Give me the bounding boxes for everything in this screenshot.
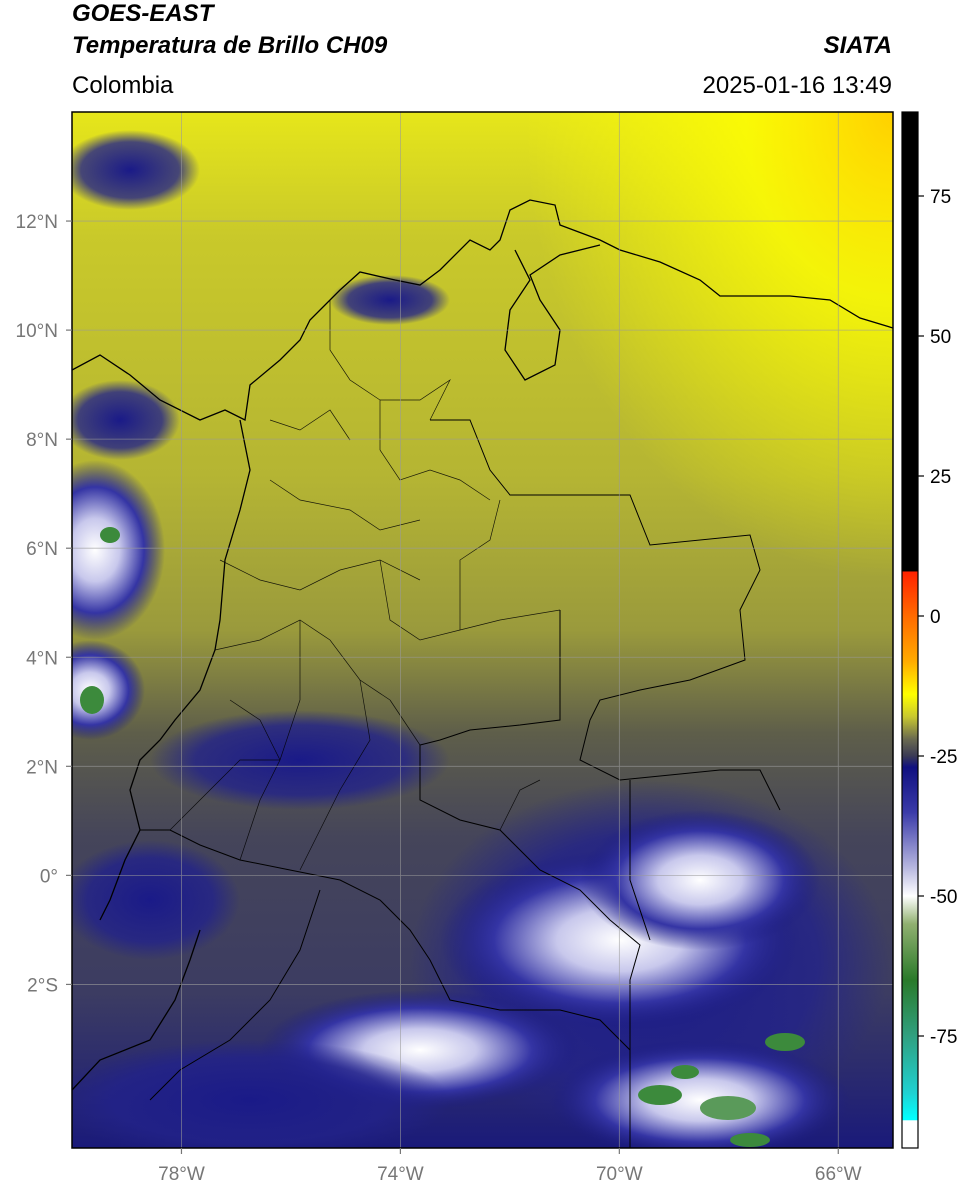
colorbar-tick-label: 75 xyxy=(930,187,951,208)
datetime-label: 2025-01-16 13:49 xyxy=(702,72,893,99)
lat-tick-label: 2°S xyxy=(27,975,58,996)
lat-tick-label: 8°N xyxy=(26,430,58,451)
region-label: Colombia xyxy=(72,72,174,99)
colorbar-tick-label: 50 xyxy=(930,327,951,348)
colorbar-tick-label: 0 xyxy=(930,607,941,628)
lat-tick-label: 0° xyxy=(40,866,58,887)
colorbar-tick-label: -25 xyxy=(930,747,957,768)
colorbar-tick-label: -75 xyxy=(930,1027,957,1048)
lon-ticks: 78°W 74°W 70°W 66°W xyxy=(158,1148,862,1185)
lon-tick-label: 70°W xyxy=(596,1164,643,1185)
department-borders xyxy=(169,300,561,871)
agency-label: SIATA xyxy=(823,32,892,59)
national-borders xyxy=(140,419,781,1148)
satellite-title: GOES-EAST xyxy=(72,0,214,27)
product-title: Temperatura de Brillo CH09 xyxy=(72,32,388,59)
lon-tick-label: 78°W xyxy=(158,1164,205,1185)
lat-tick-label: 4°N xyxy=(26,648,58,669)
colorbar xyxy=(902,112,918,1148)
map-frame xyxy=(71,111,894,1149)
lat-ticks: 12°N 10°N 8°N 6°N 4°N 2°N 0° 2°S xyxy=(16,212,72,996)
satellite-image xyxy=(72,112,893,1148)
lat-tick-label: 6°N xyxy=(26,539,58,560)
colorbar-ticks: 75 50 25 0 -25 -50 -75 xyxy=(918,187,957,1048)
lat-tick-label: 12°N xyxy=(16,212,58,233)
lon-tick-label: 74°W xyxy=(377,1164,424,1185)
colorbar-frame xyxy=(901,111,919,1149)
coastline xyxy=(72,199,893,1091)
colorbar-tick-label: 25 xyxy=(930,467,951,488)
lon-tick-label: 66°W xyxy=(815,1164,862,1185)
colorbar-tick-label: -50 xyxy=(930,887,957,908)
lat-tick-label: 10°N xyxy=(16,321,58,342)
gridlines xyxy=(72,112,893,1148)
lat-tick-label: 2°N xyxy=(26,757,58,778)
